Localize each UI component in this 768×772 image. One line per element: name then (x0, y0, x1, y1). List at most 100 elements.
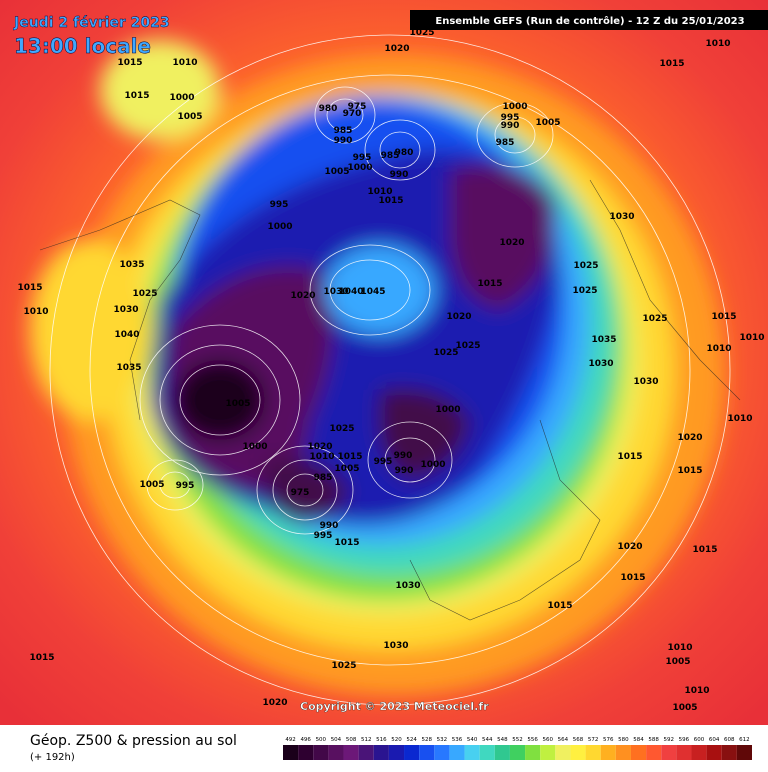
colorbar-swatch (691, 745, 707, 760)
colorbar-swatch (706, 745, 722, 760)
colorbar-swatch (313, 745, 329, 760)
local-time: 13:00 locale (14, 34, 151, 58)
date: Jeudi 2 février 2023 (13, 15, 170, 31)
isobar-label: 1010 (706, 344, 731, 354)
colorbar-swatch (328, 745, 344, 760)
colorbar-swatch (525, 745, 541, 760)
footer-title: Géop. Z500 & pression au sol (30, 733, 237, 749)
isobar-label: 1005 (177, 112, 202, 122)
colorbar-tick-label: 532 (437, 737, 448, 743)
isobar-label: 1015 (547, 601, 572, 611)
isobar-label: 975 (348, 102, 367, 112)
isobar-label: 1040 (338, 287, 363, 297)
isobar-label: 1010 (172, 58, 197, 68)
colorbar-tick-label: 508 (346, 737, 357, 743)
colorbar-swatch (540, 745, 556, 760)
colorbar-tick-label: 572 (588, 737, 599, 743)
isobar-label: 1015 (677, 466, 702, 476)
isobar-label: 1000 (267, 222, 292, 232)
colorbar-swatch (736, 745, 752, 760)
isobar-label: 1000 (169, 93, 194, 103)
isobar-label: 995 (176, 481, 195, 491)
isobar-label: 990 (390, 170, 409, 180)
colorbar-swatch (434, 745, 450, 760)
isobar-label: 1010 (684, 686, 709, 696)
isobar-label: 1030 (588, 359, 613, 369)
isobar-label: 1015 (117, 58, 142, 68)
isobar-label: 1005 (225, 399, 250, 409)
isobar-label: 1005 (672, 703, 697, 713)
isobar-label: 1040 (114, 330, 139, 340)
isobar-label: 1000 (420, 460, 445, 470)
colorbar-tick-label: 612 (739, 737, 750, 743)
isobar-label: 1010 (309, 452, 334, 462)
isobar-label: 1010 (727, 414, 752, 424)
isobar-label: 1020 (262, 698, 287, 708)
colorbar-tick-label: 536 (452, 737, 463, 743)
isobar-label: 1015 (620, 573, 645, 583)
colorbar-swatch (570, 745, 586, 760)
colorbar-tick-label: 600 (694, 737, 705, 743)
colorbar-tick-label: 588 (648, 737, 659, 743)
colorbar-tick-label: 524 (406, 737, 417, 743)
isobar-label: 1030 (395, 581, 420, 591)
colorbar-swatch (615, 745, 631, 760)
colorbar-swatch (600, 745, 616, 760)
colorbar-tick-label: 512 (361, 737, 372, 743)
isobar-label: 1015 (17, 283, 42, 293)
colorbar-swatch (388, 745, 405, 760)
colorbar-swatch (646, 745, 662, 760)
isobar-label: 985 (334, 126, 353, 136)
colorbar-swatch (630, 745, 647, 760)
colorbar-swatch (283, 745, 299, 760)
colorbar-tick-label: 552 (512, 737, 523, 743)
colorbar-swatch (464, 745, 480, 760)
isobar-label: 980 (395, 148, 414, 158)
colorbar-tick-label: 496 (300, 737, 311, 743)
colorbar-tick-label: 584 (633, 737, 644, 743)
isobar-label: 985 (314, 473, 333, 483)
run-info: Ensemble GEFS (Run de contrôle) - 12 Z d… (435, 15, 744, 27)
lead-time: (+ 192h) (30, 752, 75, 763)
isobar-label: 1035 (591, 335, 616, 345)
colorbar-tick-label: 560 (543, 737, 554, 743)
colorbar-tick-label: 540 (467, 737, 478, 743)
colorbar-swatch (509, 745, 526, 760)
colorbar-tick-label: 528 (421, 737, 432, 743)
isobar-label: 1000 (347, 163, 372, 173)
isobar-label: 1020 (307, 442, 332, 452)
isobar-label: 1035 (116, 363, 141, 373)
isobar-label: 995 (270, 200, 289, 210)
isobar-label: 1030 (383, 641, 408, 651)
isobar-label: 995 (314, 531, 333, 541)
colorbar-tick-label: 544 (482, 737, 493, 743)
isobar-label: 995 (374, 457, 393, 467)
colorbar-swatch (479, 745, 495, 760)
colorbar-tick-label: 564 (558, 737, 569, 743)
colorbar-tick-label: 500 (316, 737, 327, 743)
colorbar-swatch (373, 745, 389, 760)
isobar-label: 1005 (139, 480, 164, 490)
isobar-label: 985 (496, 138, 515, 148)
isobar-label: 1025 (132, 289, 157, 299)
colorbar-tick-label: 568 (573, 737, 584, 743)
isobar-label: 990 (394, 451, 413, 461)
isobar-label: 1015 (711, 312, 736, 322)
colorbar-swatch (358, 745, 374, 760)
isobar-label: 1015 (334, 538, 359, 548)
isobar-label: 995 (501, 113, 520, 123)
colorbar-swatch (494, 745, 510, 760)
isobar-label: 1015 (617, 452, 642, 462)
isobar-label: 1025 (455, 341, 480, 351)
colorbar-swatch (661, 745, 677, 760)
isobar-label: 1005 (334, 464, 359, 474)
isobar-label: 1015 (124, 91, 149, 101)
isobar-label: 1000 (435, 405, 460, 415)
isobar-label: 1020 (446, 312, 471, 322)
isobar-label: 1015 (337, 452, 362, 462)
colorbar-tick-label: 592 (664, 737, 675, 743)
colorbar-tick-label: 492 (285, 737, 296, 743)
isobar-label: 990 (334, 136, 353, 146)
